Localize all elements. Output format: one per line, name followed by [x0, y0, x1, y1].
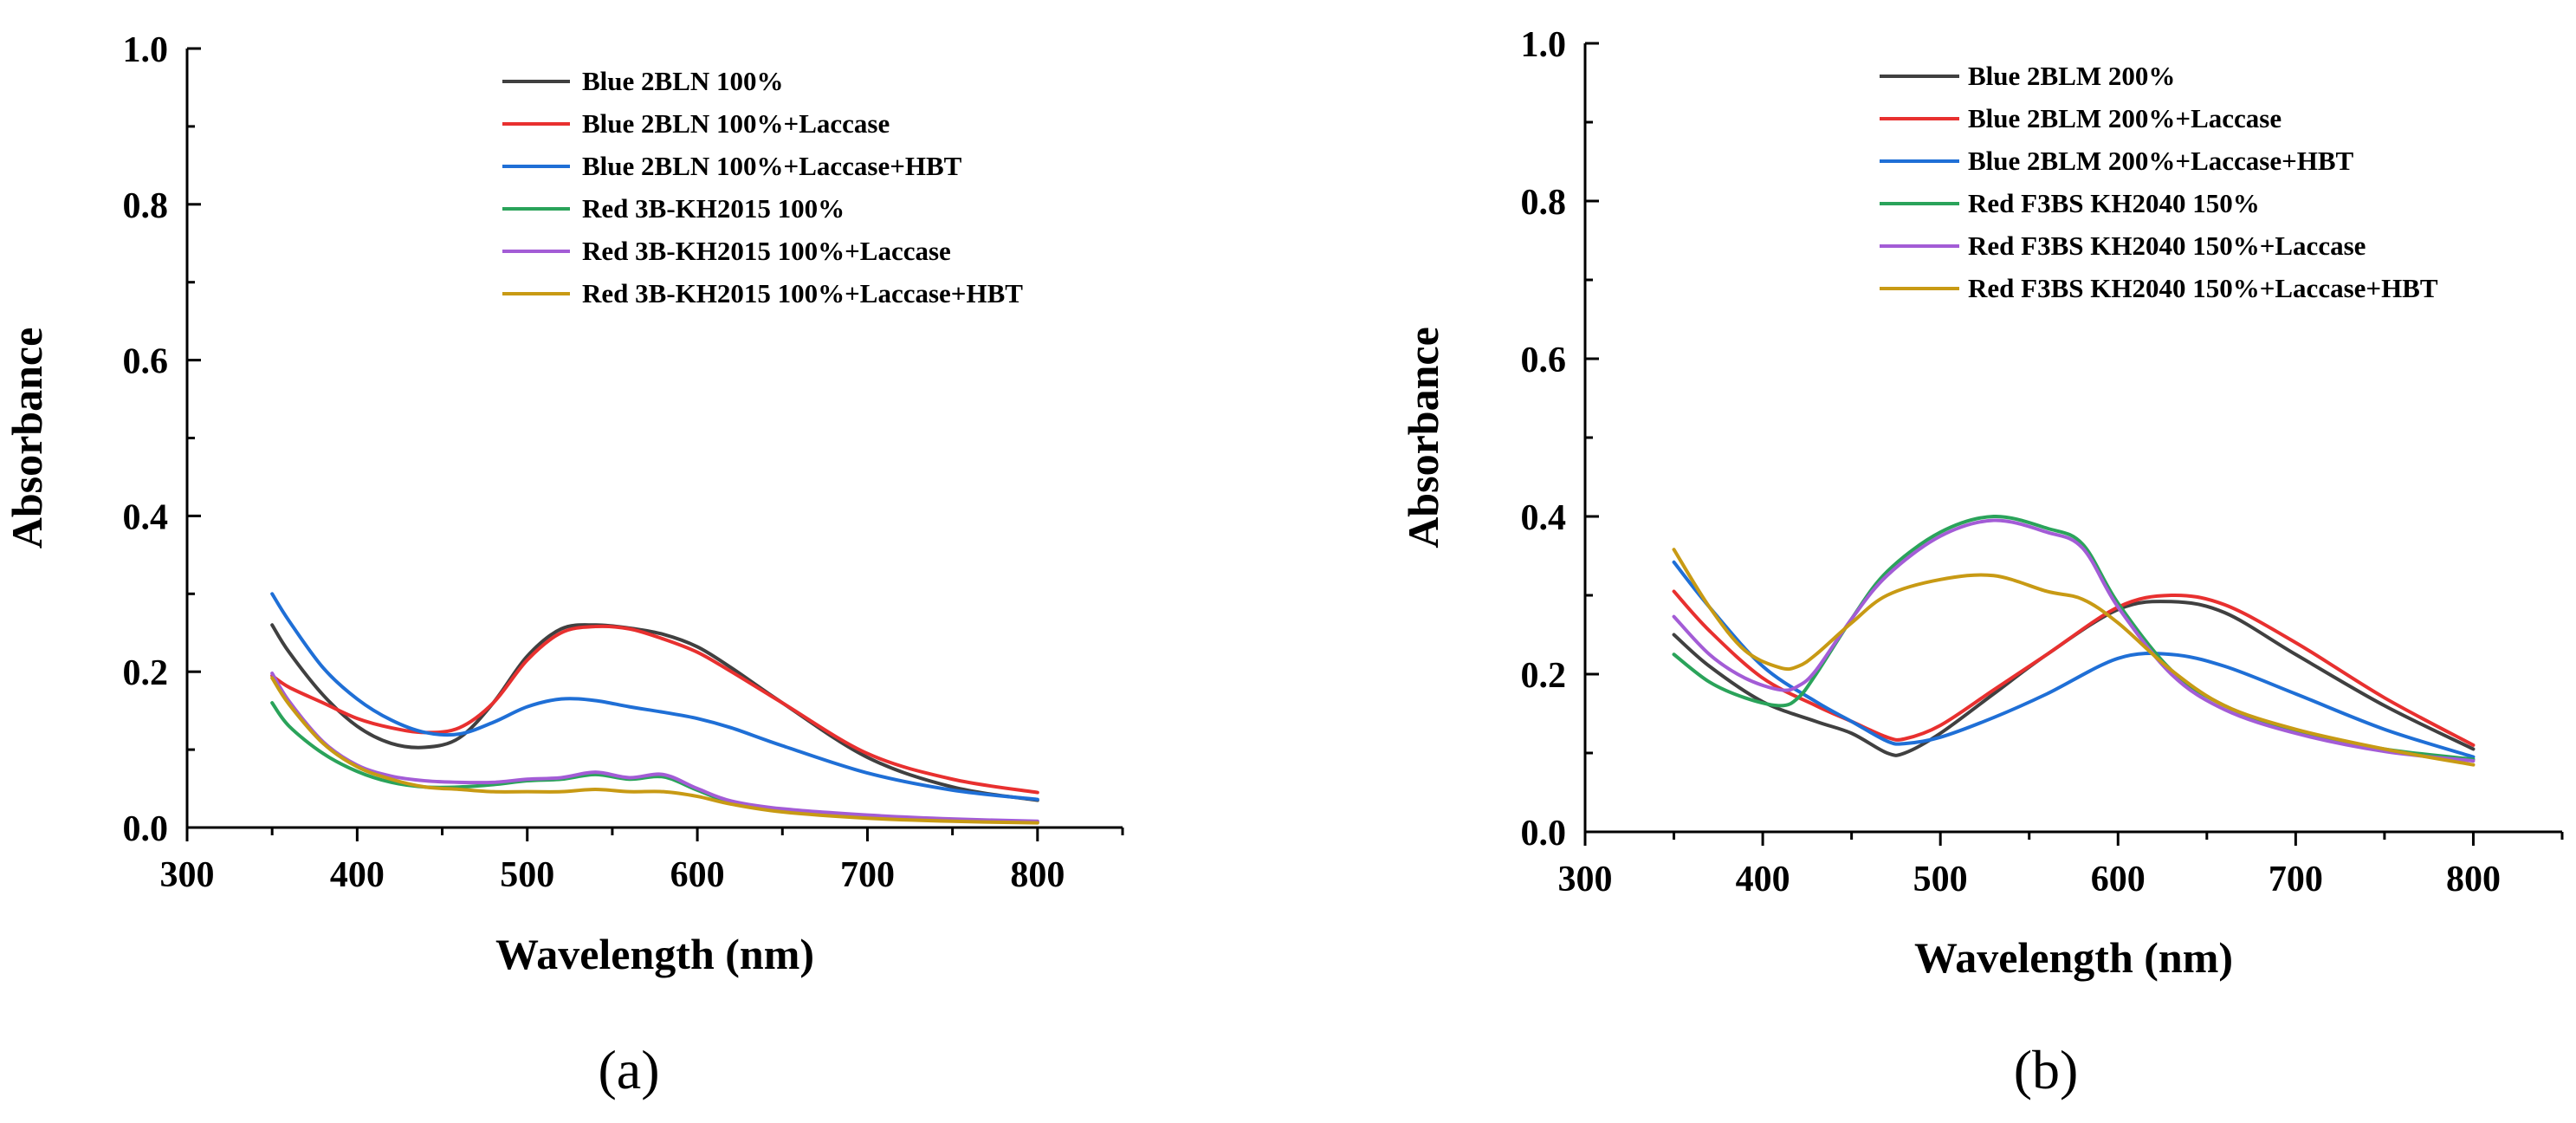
series-line-2: [270, 624, 1039, 795]
y-tick-label: 0.8: [1521, 183, 1567, 223]
legend-label: Red 3B-KH2015 100%: [582, 193, 845, 224]
y-tick-label: 0.2: [1521, 656, 1567, 696]
y-tick-label: 0.0: [1521, 814, 1567, 854]
legend-label: Blue 2BLN 100%+Laccase+HBT: [582, 151, 962, 181]
series-line-3: [1672, 560, 2476, 759]
x-tick-label: 800: [1010, 855, 1065, 895]
y-axis-title: Absorbance: [1399, 327, 1447, 549]
legend-label: Blue 2BLN 100%+Laccase: [582, 108, 890, 139]
x-axis-title: Wavelength (nm): [1914, 933, 2233, 982]
x-tick-label: 600: [670, 855, 725, 895]
x-tick-label: 400: [330, 855, 385, 895]
y-tick-label: 0.8: [123, 186, 169, 226]
legend-label: Red 3B-KH2015 100%+Laccase+HBT: [582, 278, 1023, 308]
legend-label: Red F3BS KH2040 150%+Laccase+HBT: [1968, 273, 2438, 303]
x-axis-title: Wavelength (nm): [495, 930, 814, 978]
x-tick-label: 500: [500, 855, 554, 895]
panel-label: (a): [598, 1039, 659, 1100]
y-tick-label: 0.0: [123, 809, 169, 849]
x-tick-label: 700: [840, 855, 895, 895]
y-tick-label: 0.4: [1521, 498, 1567, 538]
legend-label: Blue 2BLM 200%+Laccase+HBT: [1968, 146, 2354, 176]
legend-label: Red 3B-KH2015 100%+Laccase: [582, 236, 951, 266]
series-line-1: [1672, 600, 2476, 757]
legend-label: Blue 2BLN 100%: [582, 66, 784, 96]
x-tick-label: 600: [2091, 860, 2146, 899]
legend-label: Red F3BS KH2040 150%: [1968, 188, 2260, 218]
series-line-6: [270, 676, 1039, 825]
panel-label: (b): [2014, 1039, 2079, 1100]
y-tick-label: 0.2: [123, 653, 169, 693]
y-tick-label: 1.0: [1521, 25, 1567, 65]
series-line-2: [1672, 589, 2476, 747]
legend-label: Blue 2BLM 200%: [1968, 61, 2175, 91]
x-tick-label: 300: [160, 855, 215, 895]
series-line-4: [270, 701, 1039, 824]
x-tick-label: 500: [1913, 860, 1968, 899]
chart-b: 0.0 0.2 0.4 0.6 0.8 1.0 300 400 500 600 700 800 Wave…: [1399, 25, 2564, 1100]
x-tick-label: 800: [2446, 860, 2501, 899]
legend-label: Blue 2BLM 200%+Laccase: [1968, 103, 2282, 133]
y-tick-label: 0.6: [1521, 341, 1567, 380]
legend-label: Red F3BS KH2040 150%+Laccase: [1968, 230, 2366, 261]
series-line-6: [1672, 548, 2476, 767]
y-tick-label: 0.6: [123, 342, 169, 382]
series-line-5: [1672, 518, 2476, 763]
series-line-5: [270, 672, 1039, 823]
y-axis-title: Absorbance: [3, 328, 51, 549]
x-tick-label: 300: [1558, 860, 1613, 899]
y-tick-label: 1.0: [123, 30, 169, 70]
x-tick-label: 700: [2269, 860, 2323, 899]
chart-a: 0.0 0.2 0.4 0.6 0.8 1.0 300 400 500 600 700 800 Wave…: [3, 30, 1124, 1100]
y-tick-label: 0.4: [123, 497, 169, 537]
series-line-3: [270, 592, 1039, 802]
x-tick-label: 400: [1736, 860, 1790, 899]
